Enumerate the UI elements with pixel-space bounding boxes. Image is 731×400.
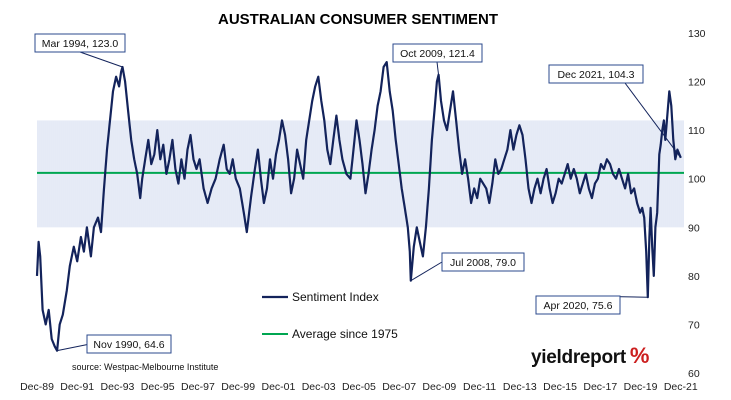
callout-box	[441, 252, 525, 272]
x-tick-label: Dec-97	[181, 381, 215, 393]
chart-title: AUSTRALIAN CONSUMER SENTIMENT	[218, 11, 498, 28]
logo-word-report: report	[573, 347, 627, 368]
y-tick-label: 90	[688, 222, 700, 234]
x-tick-label: Dec-09	[422, 381, 456, 393]
callout: Jul 2008, 79.0	[410, 252, 525, 282]
callout-label: Nov 1990, 64.6	[93, 339, 164, 351]
callout-box	[34, 33, 126, 53]
yieldreport-logo: yieldreport%	[531, 343, 649, 368]
y-tick-label: 60	[688, 368, 700, 380]
x-tick-label: Dec-03	[302, 381, 336, 393]
x-tick-label: Dec-91	[60, 381, 94, 393]
x-tick-label: Dec-95	[141, 381, 175, 393]
x-tick-label: Dec-15	[543, 381, 577, 393]
callout-box	[535, 295, 621, 315]
y-axis: 60 70 80 90 100 110 120 130	[688, 28, 706, 380]
x-tick-label: Dec-17	[583, 381, 617, 393]
callout-label: Mar 1994, 123.0	[42, 38, 119, 50]
y-tick-label: 100	[688, 174, 706, 186]
callout-label: Apr 2020, 75.6	[544, 300, 613, 312]
y-tick-label: 120	[688, 77, 706, 89]
svg-text:yieldreport%: yieldreport%	[531, 343, 649, 368]
x-axis: Dec-89 Dec-91 Dec-93 Dec-95 Dec-97 Dec-99 Dec-…	[20, 381, 698, 393]
callout-box	[86, 334, 172, 354]
x-tick-label: Dec-99	[221, 381, 255, 393]
sentiment-index-line	[35, 60, 682, 352]
legend: Sentiment Index Average since 1975	[262, 290, 398, 341]
callout-leader	[624, 82, 682, 159]
callout: Oct 2009, 121.4	[392, 43, 483, 75]
callout: Dec 2021, 104.3	[548, 64, 682, 159]
callout: Mar 1994, 123.0	[34, 33, 126, 68]
y-tick-label: 130	[688, 28, 706, 40]
x-tick-label: Dec-13	[503, 381, 537, 393]
y-tick-label: 80	[688, 271, 700, 283]
x-tick-label: Dec-05	[342, 381, 376, 393]
logo-word-yield: yield	[531, 347, 573, 368]
callout-label: Jul 2008, 79.0	[450, 257, 516, 269]
callout: Apr 2020, 75.6	[535, 295, 648, 315]
y-tick-label: 70	[688, 319, 700, 331]
callouts: Mar 1994, 123.0 Nov 1990, 64.6 Oct 2009, 1…	[34, 33, 682, 354]
callout-box	[548, 64, 644, 84]
x-tick-label: Dec-93	[101, 381, 135, 393]
x-tick-label: Dec-19	[624, 381, 658, 393]
legend-label-average: Average since 1975	[292, 327, 398, 341]
legend-label-sentiment: Sentiment Index	[292, 290, 379, 304]
callout-leader	[436, 61, 440, 75]
source-note: source: Westpac-Melbourne Institute	[72, 362, 218, 372]
callout-leader	[57, 343, 91, 352]
x-tick-label: Dec-89	[20, 381, 54, 393]
logo-percent-icon: %	[630, 343, 649, 368]
y-tick-label: 110	[688, 125, 705, 137]
callout-leader	[79, 51, 123, 68]
callout-leader	[410, 261, 443, 282]
x-tick-label: Dec-07	[382, 381, 416, 393]
x-tick-label: Dec-11	[463, 381, 496, 393]
callout-label: Dec 2021, 104.3	[557, 69, 634, 81]
x-tick-label: Dec-21	[664, 381, 698, 393]
callout-label: Oct 2009, 121.4	[400, 48, 475, 60]
callout: Nov 1990, 64.6	[57, 334, 172, 354]
x-tick-label: Dec-01	[261, 381, 295, 393]
callout-box	[392, 43, 483, 63]
